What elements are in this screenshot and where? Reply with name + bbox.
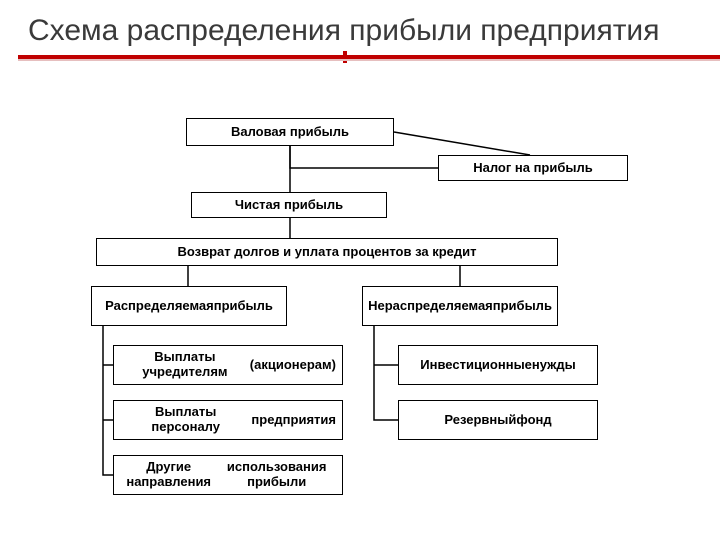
node-other: Другие направленияиспользования прибыли — [113, 455, 343, 495]
node-reserve: Резервныйфонд — [398, 400, 598, 440]
node-gross: Валовая прибыль — [186, 118, 394, 146]
node-dist: Распределяемаяприбыль — [91, 286, 287, 326]
diagram-canvas: Валовая прибыль Налог на прибыль Чистая пр… — [0, 0, 720, 540]
node-tax: Налог на прибыль — [438, 155, 628, 181]
node-net: Чистая прибыль — [191, 192, 387, 218]
node-invest: Инвестиционныенужды — [398, 345, 598, 385]
node-staff: Выплаты персоналупредприятия — [113, 400, 343, 440]
diagram-edges — [0, 0, 720, 540]
node-debt: Возврат долгов и уплата процентов за кре… — [96, 238, 558, 266]
node-found: Выплаты учредителям(акционерам) — [113, 345, 343, 385]
node-nondist: Нераспределяемаяприбыль — [362, 286, 558, 326]
